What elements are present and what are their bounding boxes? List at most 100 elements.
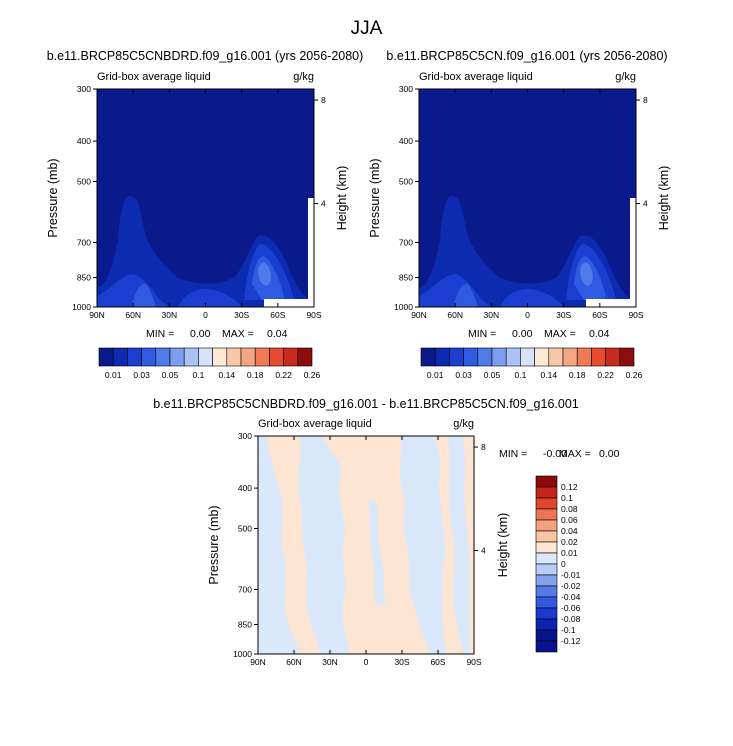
x-tick-label: 90N (411, 310, 427, 320)
colorbar-label: 0.05 (162, 370, 179, 380)
panel-c-negative-strip (368, 500, 386, 606)
colorbar-label: -0.01 (561, 570, 581, 580)
colorbar-label: 0.01 (105, 370, 122, 380)
panel-a-min-value: 0.00 (190, 328, 211, 340)
panel-c-variable-label: Grid-box average liquid (258, 418, 372, 430)
colorbar-label: -0.1 (561, 625, 576, 635)
panel-c-positive-region-sh-edge (462, 436, 474, 654)
x-tick-label: 60S (592, 310, 607, 320)
colorbar-label: 0.03 (455, 370, 472, 380)
colorbar-label: 0.22 (597, 370, 614, 380)
colorbar-label: 0.14 (541, 370, 558, 380)
y2-tick-label: 4 (481, 546, 486, 556)
colorbar-swatch (226, 347, 242, 367)
colorbar-swatch (240, 347, 256, 367)
colorbar-swatch (212, 347, 228, 367)
panel-b-sh-edge-mask (630, 198, 636, 307)
colorbar-swatch (535, 574, 558, 587)
colorbar-swatch (535, 640, 558, 653)
panel-b-y-axis-label: Pressure (mb) (368, 158, 382, 237)
panel-b-colorbar: 0.01 0.03 0.05 0.1 0.14 0.18 0.22 0.26 (420, 347, 643, 380)
y-tick-label: 1000 (233, 649, 252, 659)
colorbar-swatch (535, 629, 558, 642)
panel-b-min-label: MIN = (468, 328, 496, 340)
colorbar-swatch (434, 347, 450, 367)
x-tick-label: 30S (556, 310, 571, 320)
panel-a-y2-axis-label: Height (km) (335, 166, 349, 231)
y-tick-label: 1000 (72, 302, 91, 312)
x-tick-label: 0 (525, 310, 530, 320)
colorbar-swatch (505, 347, 521, 367)
panel-b-min-value: 0.00 (512, 328, 533, 340)
colorbar-swatch (141, 347, 157, 367)
colorbar-swatch (535, 563, 558, 576)
y-tick-label: 1000 (394, 302, 413, 312)
colorbar-label: -0.12 (561, 636, 581, 646)
panel-b-sh-surface-mask (586, 299, 636, 307)
colorbar-label: 0.1 (561, 493, 573, 503)
colorbar-swatch (535, 475, 558, 488)
x-tick-label: 90N (250, 657, 266, 667)
panel-c-max-label: MAX = (559, 448, 591, 460)
panel-b: b.e11.BRCP85C5CN.f09_g16.001 (yrs 2056-2… (368, 49, 671, 380)
panel-a-contour-tropics (178, 288, 242, 307)
colorbar-label: 0.08 (561, 504, 578, 514)
panel-c-min-value: -0.00 (543, 448, 567, 460)
colorbar-swatch (127, 347, 142, 367)
colorbar-swatch (605, 347, 621, 367)
y2-tick-label: 8 (643, 95, 648, 105)
panel-a-stats: MIN = 0.00 MAX = 0.04 (146, 328, 288, 340)
colorbar-label: 0.05 (484, 370, 501, 380)
panel-b-max-value: 0.04 (589, 328, 610, 340)
panel-a-contour-sh-max (258, 262, 271, 286)
panel-b-y2-axis-label: Height (km) (657, 166, 671, 231)
y-tick-label: 850 (77, 273, 91, 283)
colorbar-swatch (449, 347, 464, 367)
panel-c-positive-region-sh (434, 436, 464, 654)
x-tick-label: 60S (430, 657, 445, 667)
colorbar-swatch (619, 347, 635, 367)
colorbar-swatch (535, 486, 558, 499)
y-tick-label: 300 (77, 84, 91, 94)
panel-c: b.e11.BRCP85C5CNBDRD.f09_g16.001 - b.e11… (153, 397, 619, 667)
colorbar-swatch (183, 347, 199, 367)
colorbar-label: -0.04 (561, 592, 581, 602)
colorbar-label: 0.1 (192, 370, 204, 380)
x-tick-label: 0 (364, 657, 369, 667)
colorbar-label: 0.26 (304, 370, 321, 380)
colorbar-label: -0.02 (561, 581, 581, 591)
colorbar-label: -0.08 (561, 614, 581, 624)
y2-tick-label: 4 (321, 199, 326, 209)
panel-c-units-label: g/kg (453, 418, 474, 430)
panel-c-contours (258, 436, 474, 654)
colorbar-swatch (535, 541, 558, 554)
colorbar-swatch (535, 508, 558, 521)
panel-c-min-label: MIN = (499, 448, 527, 460)
y-tick-label: 300 (238, 431, 252, 441)
colorbar-swatch (283, 347, 299, 367)
y-tick-label: 500 (238, 523, 252, 533)
colorbar-swatch (562, 347, 578, 367)
colorbar-swatch (254, 347, 270, 367)
panel-a-max-value: 0.04 (267, 328, 288, 340)
colorbar-label: 0 (561, 559, 566, 569)
colorbar-swatch (269, 347, 284, 367)
colorbar-swatch (98, 347, 114, 367)
y2-tick-label: 8 (321, 95, 326, 105)
panel-a: b.e11.BRCP85C5CNBDRD.f09_g16.001 (yrs 20… (46, 49, 363, 380)
panel-b-contour-sh-max (580, 262, 593, 286)
y-tick-label: 850 (399, 273, 413, 283)
x-tick-label: 90S (466, 657, 481, 667)
colorbar-swatch (198, 347, 213, 367)
x-tick-label: 60S (270, 310, 285, 320)
panel-c-title: b.e11.BRCP85C5CNBDRD.f09_g16.001 - b.e11… (153, 397, 579, 411)
figure-title: JJA (350, 18, 383, 39)
colorbar-swatch (535, 596, 558, 609)
y-tick-label: 400 (77, 136, 91, 146)
colorbar-label: 0.14 (219, 370, 236, 380)
y2-tick-label: 8 (481, 442, 486, 452)
panel-b-units-label: g/kg (615, 71, 636, 83)
colorbar-swatch (491, 347, 507, 367)
